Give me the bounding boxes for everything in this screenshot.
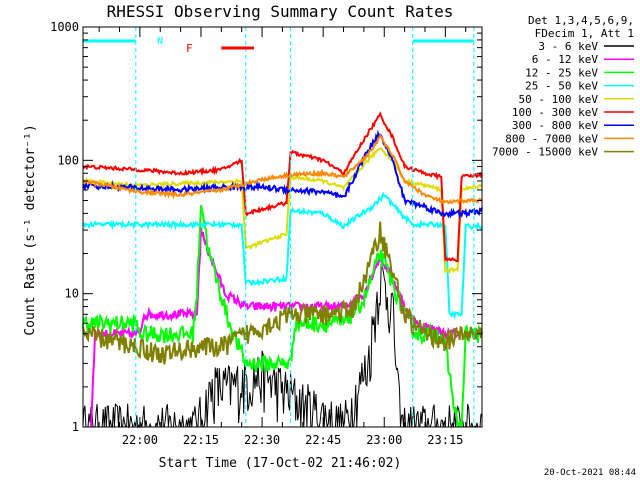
series-line <box>81 205 483 428</box>
x-tick-label: 22:45 <box>305 433 341 447</box>
x-tick-label: 23:15 <box>427 433 463 447</box>
legend-entry-label: 6 - 12 keV <box>532 53 599 66</box>
x-tick-label: 22:30 <box>244 433 280 447</box>
series-line <box>90 227 459 428</box>
x-axis-label: Start Time (17-Oct-02 21:46:02) <box>159 456 402 471</box>
y-axis-label: Count Rate (s⁻¹ detector⁻¹) <box>23 124 38 335</box>
y-tick-label: 1000 <box>50 20 79 34</box>
series-line <box>82 111 483 263</box>
chart-title: RHESSI Observing Summary Count Rates <box>107 2 454 21</box>
series-line <box>82 191 483 320</box>
x-tick-label: 22:15 <box>183 433 219 447</box>
series-line <box>81 221 483 365</box>
legend-entry-label: 25 - 50 keV <box>525 80 598 93</box>
series-line <box>82 133 483 205</box>
flare-label: F <box>186 42 193 55</box>
plot-area: N F 1 10 100 1000 22:00 22:15 22:30 22:45 23:00 23:… <box>50 20 483 447</box>
timestamp: 20-Oct-2021 08:44 <box>544 468 636 478</box>
y-tick-label: 10 <box>65 287 79 301</box>
x-tick-label: 22:00 <box>122 433 158 447</box>
night-label: N <box>157 36 163 47</box>
legend: Det 1,3,4,5,6,9,FDecim 1, Att 13 - 6 keV… <box>492 14 634 159</box>
legend-entry-label: 3 - 6 keV <box>538 40 598 53</box>
x-tick-label: 23:00 <box>366 433 402 447</box>
y-tick-label: 100 <box>57 153 79 167</box>
legend-entry-label: 50 - 100 keV <box>519 93 599 106</box>
legend-header: Det 1,3,4,5,6,9, <box>528 14 634 27</box>
legend-entry-label: 7000 - 15000 keV <box>492 146 598 159</box>
legend-entry-label: 100 - 300 keV <box>512 106 598 119</box>
y-tick-label: 1 <box>72 420 79 434</box>
series-line <box>81 129 483 219</box>
legend-entry-label: 800 - 7000 keV <box>505 132 598 145</box>
legend-header: FDecim 1, Att 1 <box>535 27 634 40</box>
legend-entry-label: 12 - 25 keV <box>525 66 598 79</box>
legend-entry-label: 300 - 800 keV <box>512 119 598 132</box>
